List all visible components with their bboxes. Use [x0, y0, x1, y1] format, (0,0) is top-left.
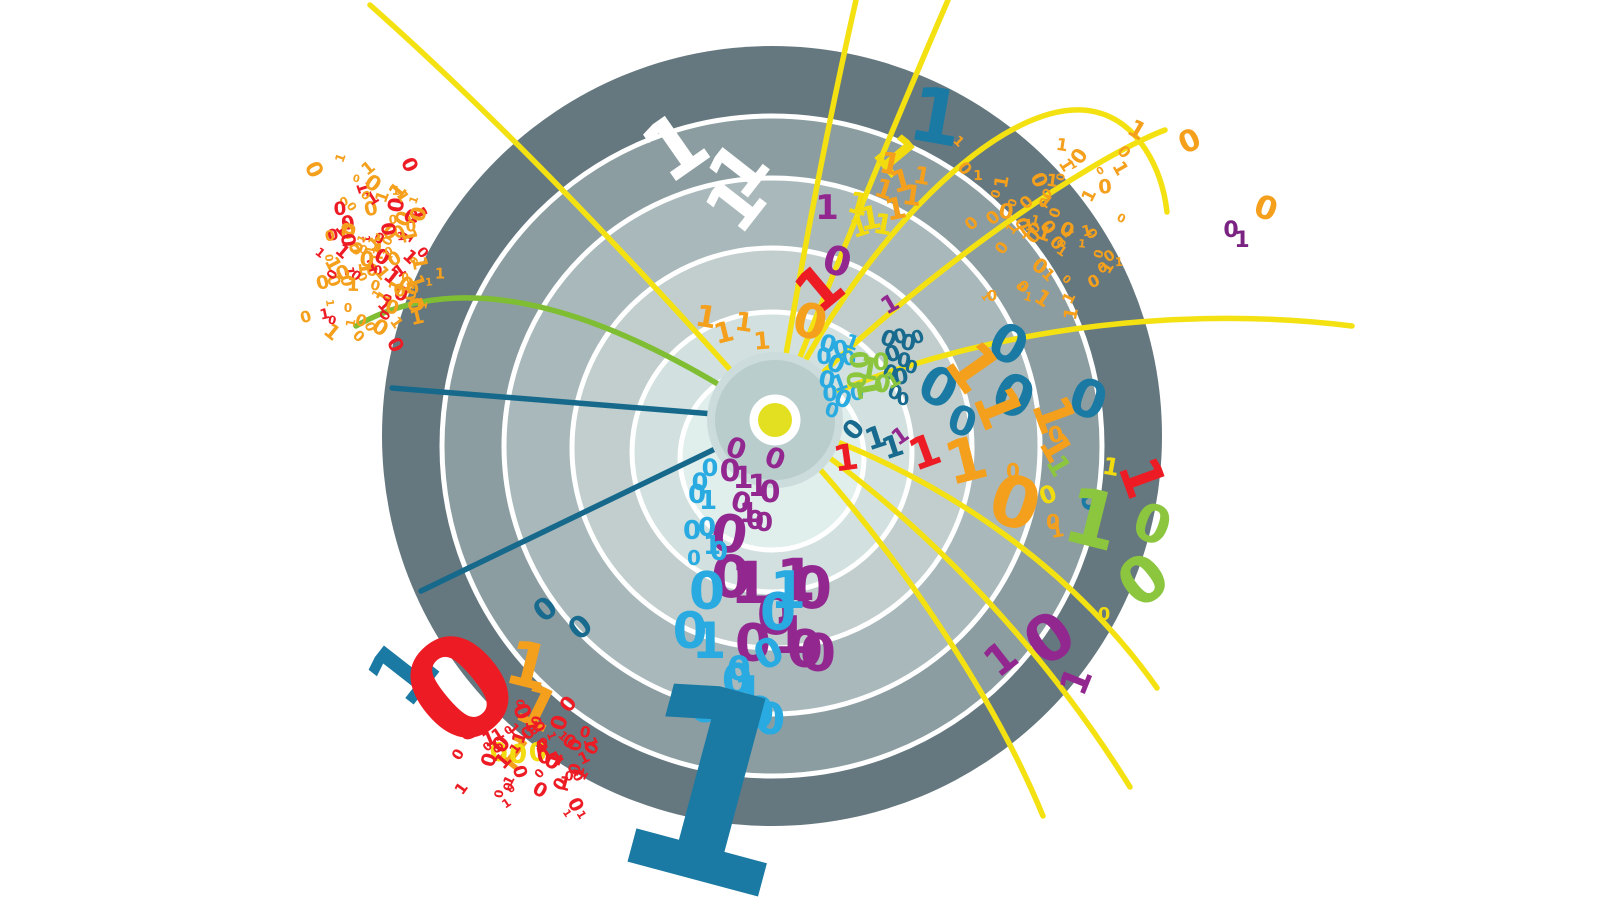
yellow-track-4 [772, 107, 1170, 423]
collision-hub [707, 352, 843, 488]
yellow-track-6 [772, 127, 1168, 423]
yellow-track-5 [772, 315, 1355, 423]
yellow-track-9 [772, 417, 1046, 819]
yellow-track-8 [772, 417, 1133, 790]
hub-dot-ring [749, 394, 801, 446]
collision-point [758, 403, 792, 437]
yellow-track-1 [367, 2, 778, 423]
yellow-track-7 [772, 417, 1160, 691]
